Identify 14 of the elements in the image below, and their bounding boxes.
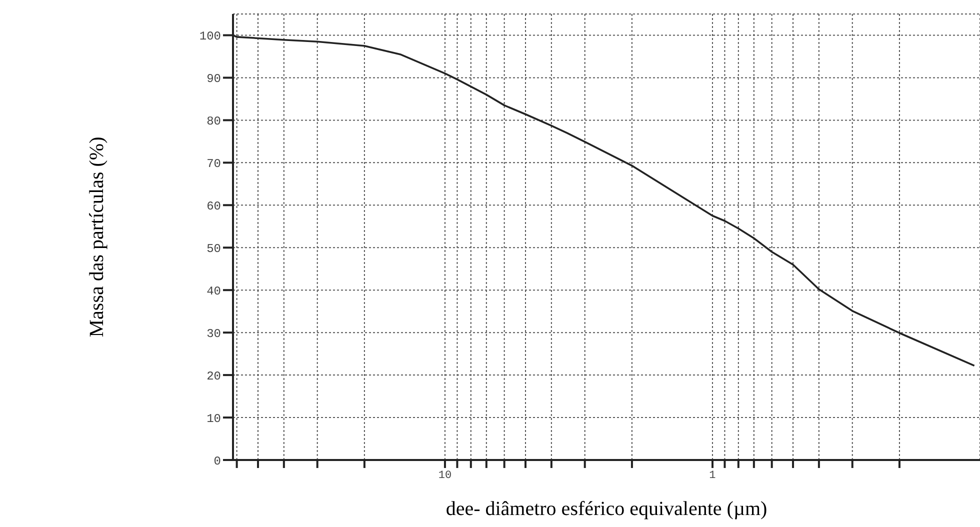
y-tick-label: 50	[206, 242, 221, 256]
y-tick-label: 60	[206, 199, 221, 214]
y-tick-label: 100	[199, 30, 221, 44]
x-axis-title: dee- diâmetro esférico equivalente (µm)	[446, 498, 768, 520]
y-axis-title: Massa das partículas (%)	[86, 136, 108, 338]
y-tick-label: 90	[206, 72, 221, 86]
y-tick-label: 70	[206, 156, 221, 171]
y-tick-label: 30	[206, 326, 221, 341]
y-tick-label: 40	[206, 284, 221, 298]
y-tick-label: 20	[206, 369, 221, 384]
y-tick-label: 80	[206, 114, 221, 128]
x-tick-label: 1	[709, 470, 716, 482]
y-tick-label: 0	[214, 454, 221, 468]
y-tick-label: 10	[206, 412, 221, 426]
